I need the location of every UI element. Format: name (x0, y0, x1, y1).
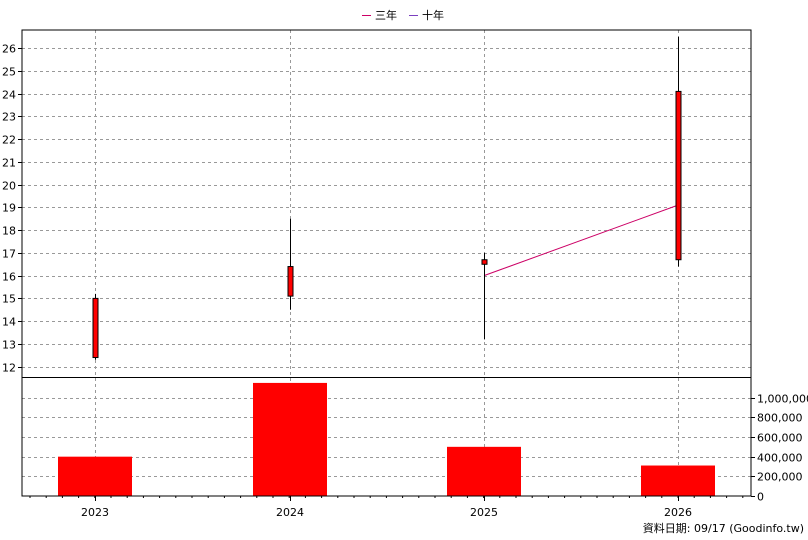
source-footer: 資料日期: 09/17 (Goodinfo.tw) (643, 521, 804, 535)
volume-bar (253, 382, 327, 496)
average-line-series (483, 204, 679, 277)
volume-bar (447, 446, 521, 496)
price-tick-label: 12 (2, 362, 16, 375)
price-tick-label: 16 (2, 271, 16, 284)
candlesticks (92, 36, 682, 360)
legend: 三年 十年 (362, 8, 444, 22)
volume-tick-label: 600,000 (757, 432, 803, 445)
candle-body (92, 297, 99, 359)
legend-label: 三年 (375, 8, 397, 22)
price-tick-label: 18 (2, 225, 16, 238)
volume-bars (58, 382, 715, 496)
price-tick-label: 25 (2, 66, 16, 79)
plot-frame (21, 29, 752, 497)
price-tick-label: 22 (2, 134, 16, 147)
volume-tick-label: 200,000 (757, 471, 803, 484)
volume-tick-label: 1,000,000 (757, 393, 808, 406)
candle-body (675, 90, 682, 261)
category-tick-label: 2025 (470, 506, 498, 519)
category-tick-label: 2023 (81, 506, 109, 519)
grid-lines (22, 30, 751, 496)
price-tick-label: 15 (2, 293, 16, 306)
volume-tick-label: 400,000 (757, 452, 803, 465)
axes: 12 13 14 15 16 17 18 19 20 21 22 23 24 25 26 0 200,000 40… (2, 29, 808, 519)
price-tick-label: 13 (2, 339, 16, 352)
price-tick-label: 19 (2, 202, 16, 215)
category-tick-label: 2026 (664, 506, 692, 519)
candle-body (481, 259, 488, 265)
price-tick-label: 26 (2, 43, 16, 56)
volume-bar (58, 456, 132, 496)
volume-bar (641, 465, 715, 496)
price-tick-label: 21 (2, 157, 16, 170)
legend-label: 十年 (422, 8, 444, 22)
price-tick-label: 23 (2, 111, 16, 124)
volume-tick-label: 0 (757, 491, 764, 504)
volume-tick-label: 800,000 (757, 412, 803, 425)
price-tick-label: 20 (2, 180, 16, 193)
candle-body (287, 266, 294, 297)
category-tick-label: 2024 (276, 506, 304, 519)
price-tick-label: 14 (2, 316, 16, 329)
price-tick-label: 17 (2, 248, 16, 261)
average-lines (483, 204, 679, 277)
price-tick-label: 24 (2, 89, 16, 102)
